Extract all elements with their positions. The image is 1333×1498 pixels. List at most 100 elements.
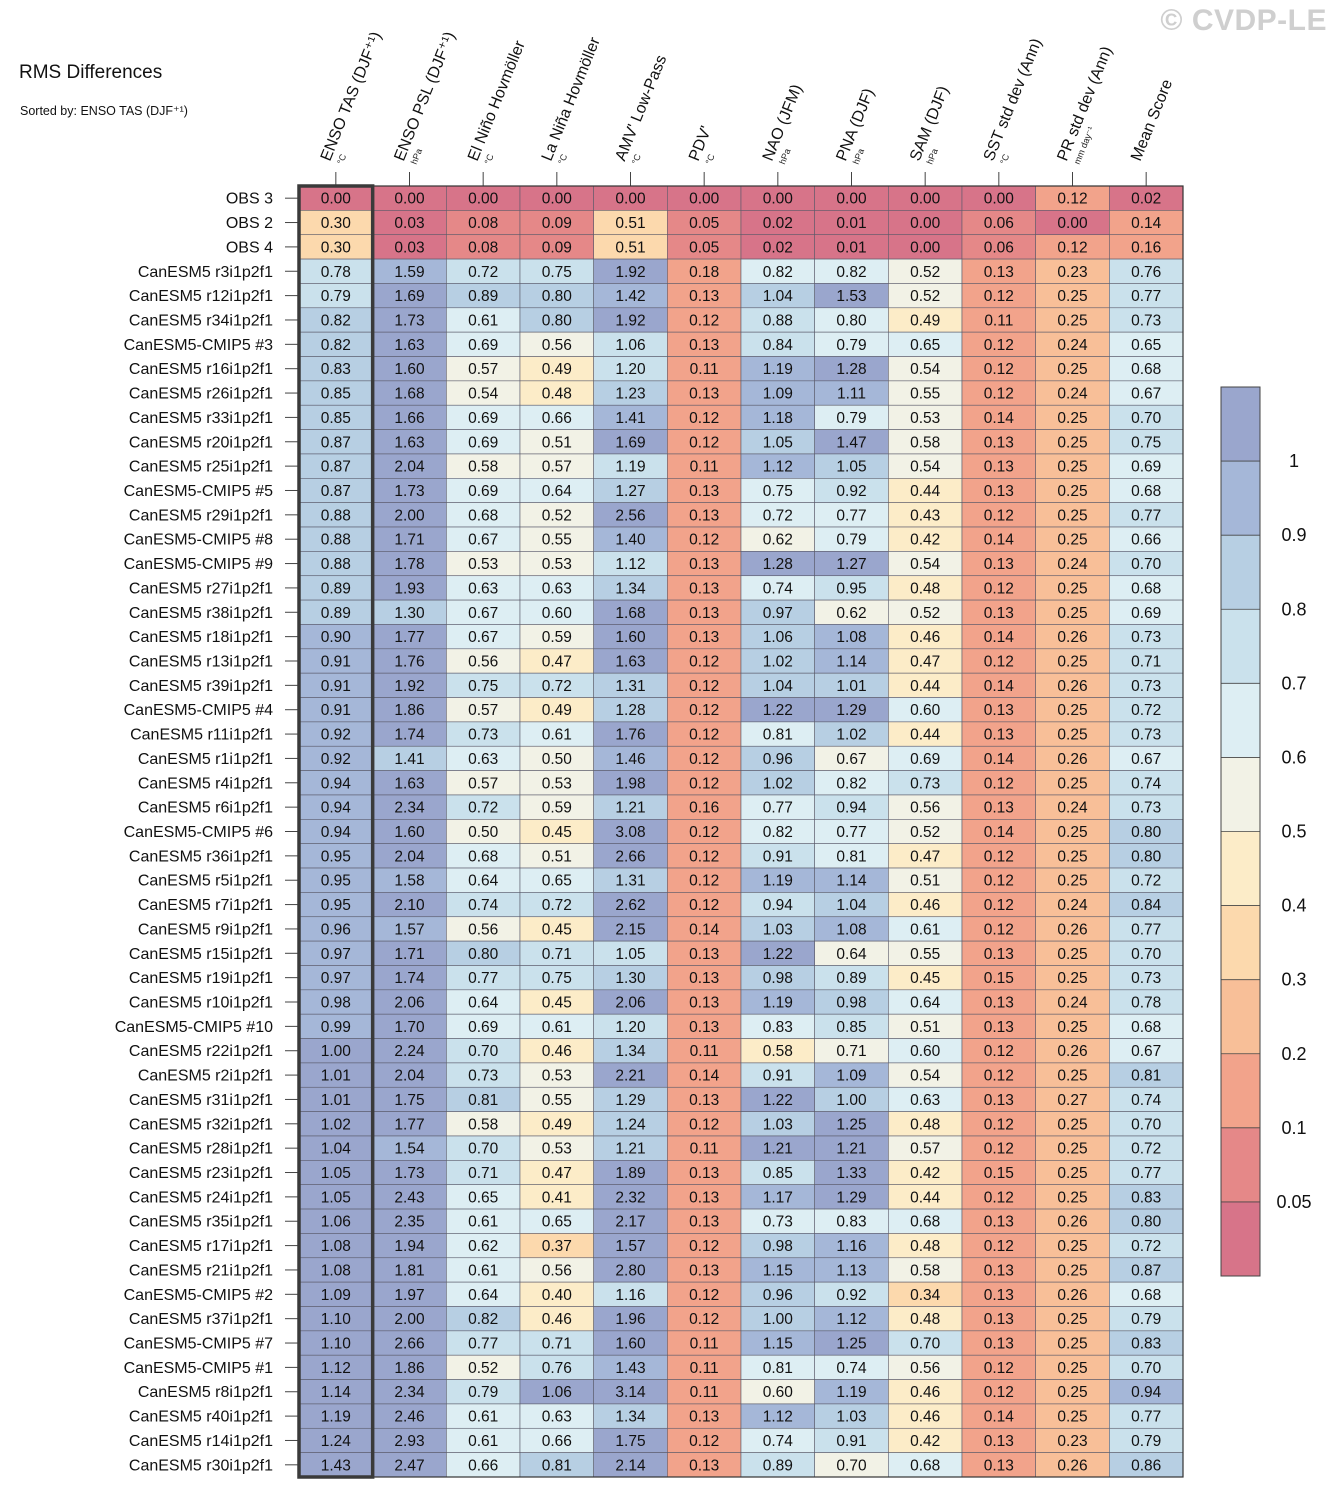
heatmap-cell	[961, 1208, 1036, 1234]
cell-value: 0.55	[542, 532, 572, 549]
heatmap-cell	[888, 404, 963, 430]
cell-value: 1.60	[394, 361, 425, 378]
heatmap-cell	[888, 1160, 963, 1185]
cell-value: 3.14	[615, 1384, 646, 1401]
heatmap-cell	[593, 478, 668, 503]
cell-value: 0.12	[984, 361, 1014, 378]
cell-value: 0.81	[542, 1457, 572, 1474]
heatmap-cell	[519, 867, 594, 893]
cell-value: 0.47	[542, 1165, 572, 1182]
cell-value: 0.42	[910, 1165, 940, 1182]
cell-value: 0.12	[984, 1384, 1014, 1401]
heatmap-cell	[1109, 648, 1184, 674]
cell-value: 0.57	[468, 361, 498, 378]
cell-value: 0.12	[689, 410, 719, 427]
cell-value: 0.80	[1131, 848, 1162, 865]
heatmap-cell	[888, 1330, 963, 1356]
cell-value: 0.56	[910, 800, 940, 817]
cell-value: 1.57	[394, 921, 424, 938]
heatmap-cell	[1109, 1208, 1184, 1234]
cell-value: 0.45	[542, 995, 572, 1012]
heatmap-cell	[372, 624, 447, 650]
heatmap-cell	[1035, 745, 1110, 771]
cell-value: 0.12	[689, 727, 719, 744]
cell-value: 1.06	[763, 629, 793, 646]
cell-value: 1.21	[615, 800, 645, 817]
cell-value: 0.89	[763, 1457, 793, 1474]
cell-value: 0.12	[984, 653, 1014, 670]
heatmap-cell	[593, 1184, 668, 1210]
cell-value: 0.72	[542, 897, 572, 914]
cell-value: 1.22	[763, 946, 793, 963]
cell-value: 0.54	[910, 1068, 941, 1085]
cell-value: 0.13	[984, 800, 1014, 817]
cell-value: 0.24	[1057, 995, 1088, 1012]
cell-value: 0.98	[836, 995, 866, 1012]
cell-value: 1.27	[836, 556, 866, 573]
cell-value: 1.02	[763, 775, 793, 792]
heatmap-cell	[446, 794, 521, 820]
column-unit: °C	[998, 152, 1011, 166]
cell-value: 1.33	[836, 1165, 866, 1182]
cell-value: 0.62	[468, 1238, 498, 1255]
row-label: OBS 2	[226, 215, 273, 232]
cell-value: 0.46	[910, 1409, 940, 1426]
cell-value: 0.08	[468, 215, 498, 232]
row-label: CanESM5 r15i1p2f1	[129, 946, 273, 963]
heatmap-cell	[519, 258, 594, 284]
heatmap-cell	[1109, 478, 1184, 503]
cell-value: 0.54	[910, 556, 941, 573]
cell-value: 0.88	[321, 532, 351, 549]
cell-value: 1.23	[615, 386, 645, 403]
cell-value: 1.78	[394, 556, 424, 573]
cell-value: 0.73	[1131, 970, 1161, 987]
heatmap-cell	[1035, 892, 1110, 918]
colorbar-segment	[1221, 683, 1260, 758]
cell-value: 1.60	[615, 1336, 646, 1353]
row-label: OBS 3	[226, 191, 273, 208]
cell-value: 0.14	[1131, 215, 1162, 232]
cell-value: 2.21	[615, 1068, 645, 1085]
heatmap-cell	[593, 404, 668, 430]
cell-value: 0.44	[910, 727, 941, 744]
cell-value: 0.12	[689, 848, 719, 865]
cell-value: 0.61	[542, 1019, 572, 1036]
row-label: CanESM5 r32i1p2f1	[129, 1116, 273, 1133]
heatmap-cell	[1109, 551, 1184, 577]
cell-value: 1.14	[836, 873, 867, 890]
cell-value: 0.23	[1057, 1433, 1087, 1450]
cell-value: 0.24	[1057, 556, 1088, 573]
heatmap-cell	[740, 940, 815, 966]
heatmap-cell	[446, 1354, 521, 1380]
heatmap-frame	[297, 184, 1184, 1479]
colorbar-label: 0.05	[1276, 1192, 1311, 1212]
heatmap-cell	[1109, 1281, 1184, 1307]
heatmap-cell	[372, 1403, 447, 1429]
cell-value: 0.00	[321, 191, 352, 208]
heatmap-cell	[593, 356, 668, 382]
heatmap-cell	[814, 551, 889, 577]
cell-value: 0.12	[1057, 191, 1087, 208]
cell-value: 0.72	[1131, 702, 1161, 719]
cell-value: 0.11	[984, 312, 1013, 329]
heatmap-cell	[1035, 697, 1110, 723]
cell-value: 0.71	[836, 1043, 866, 1060]
cell-value: 0.12	[984, 1189, 1014, 1206]
cell-value: 2.34	[394, 1384, 425, 1401]
cell-value: 0.12	[984, 1360, 1014, 1377]
heatmap-cell	[1109, 672, 1184, 698]
cell-value: 0.02	[763, 215, 793, 232]
cell-value: 0.12	[984, 848, 1014, 865]
cell-value: 0.81	[763, 1360, 793, 1377]
cell-value: 0.48	[910, 1116, 940, 1133]
cell-value: 0.50	[468, 824, 499, 841]
cell-value: 1.11	[837, 386, 866, 403]
column-label: AMV' Low-Pass	[612, 53, 670, 164]
heatmap-cell	[814, 965, 889, 991]
row-label: CanESM5 r12i1p2f1	[129, 288, 273, 305]
colorbar-segment	[1221, 1127, 1260, 1202]
cell-value: 0.87	[321, 459, 351, 476]
colorbar-label: 1	[1289, 451, 1299, 471]
heatmap-cell	[814, 258, 889, 284]
cell-value: 1.06	[615, 337, 645, 354]
